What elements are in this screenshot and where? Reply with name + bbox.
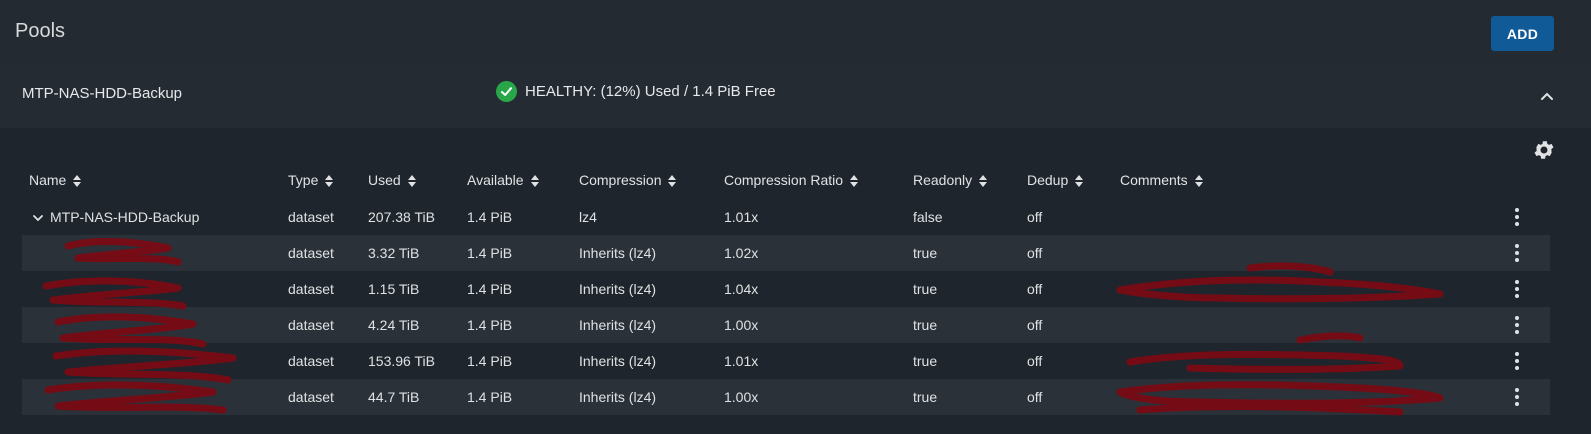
cell-compression-ratio: 1.00x <box>724 389 759 405</box>
cell-compression: lz4 <box>579 209 597 225</box>
table-row[interactable]: dataset 153.96 TiB 1.4 PiB Inherits (lz4… <box>22 343 1550 379</box>
cell-used: 1.15 TiB <box>368 281 420 297</box>
cell-available: 1.4 PiB <box>467 317 513 333</box>
cell-used: 44.7 TiB <box>368 389 420 405</box>
pool-status-text: HEALTHY: (12%) Used / 1.4 PiB Free <box>525 83 776 100</box>
sort-icon <box>407 174 416 187</box>
cell-dedup: off <box>1027 281 1043 297</box>
cell-compression: Inherits (lz4) <box>579 317 657 333</box>
cell-used: 4.24 TiB <box>368 317 420 333</box>
cell-compression-ratio: 1.04x <box>724 281 759 297</box>
table-row[interactable]: dataset 1.15 TiB 1.4 PiB Inherits (lz4) … <box>22 271 1550 307</box>
sort-icon <box>73 174 82 187</box>
chevron-down-icon[interactable] <box>32 211 44 223</box>
cell-readonly: true <box>913 317 938 333</box>
column-header-type[interactable]: Type <box>288 172 334 188</box>
gear-icon[interactable] <box>1532 138 1556 162</box>
column-header-available[interactable]: Available <box>467 172 539 188</box>
sort-icon <box>850 174 859 187</box>
cell-used: 153.96 TiB <box>368 353 435 369</box>
more-vert-icon[interactable] <box>1512 387 1522 407</box>
dataset-table: Name Type Used Available Compression Com… <box>0 128 1591 434</box>
cell-used: 3.32 TiB <box>368 245 420 261</box>
page-title: Pools <box>15 20 66 42</box>
sort-icon <box>1194 174 1203 187</box>
cell-compression: Inherits (lz4) <box>579 281 657 297</box>
more-vert-icon[interactable] <box>1512 315 1522 335</box>
pool-status: HEALTHY: (12%) Used / 1.4 PiB Free <box>496 81 776 102</box>
more-vert-icon[interactable] <box>1512 243 1522 263</box>
column-header-used[interactable]: Used <box>368 172 416 188</box>
cell-available: 1.4 PiB <box>467 281 513 297</box>
table-row[interactable]: dataset 3.32 TiB 1.4 PiB Inherits (lz4) … <box>22 235 1550 271</box>
cell-readonly: true <box>913 389 938 405</box>
page-header: Pools ADD <box>0 0 1591 67</box>
cell-compression-ratio: 1.01x <box>724 209 759 225</box>
table-header: Name Type Used Available Compression Com… <box>22 164 1550 200</box>
cell-compression-ratio: 1.01x <box>724 353 759 369</box>
cell-name: MTP-NAS-HDD-Backup <box>50 209 200 225</box>
sort-icon <box>530 174 539 187</box>
cell-compression-ratio: 1.00x <box>724 317 759 333</box>
chevron-up-icon[interactable] <box>1537 86 1557 106</box>
cell-readonly: false <box>913 209 943 225</box>
cell-type: dataset <box>288 281 334 297</box>
cell-type: dataset <box>288 353 334 369</box>
table-row[interactable]: MTP-NAS-HDD-Backup dataset 207.38 TiB 1.… <box>22 199 1550 235</box>
more-vert-icon[interactable] <box>1512 207 1522 227</box>
column-header-compression-ratio[interactable]: Compression Ratio <box>724 172 859 188</box>
cell-type: dataset <box>288 389 334 405</box>
sort-icon <box>325 174 334 187</box>
check-circle-icon <box>496 81 517 102</box>
pool-name: MTP-NAS-HDD-Backup <box>22 85 183 102</box>
cell-compression: Inherits (lz4) <box>579 353 657 369</box>
table-row[interactable]: dataset 44.7 TiB 1.4 PiB Inherits (lz4) … <box>22 379 1550 415</box>
add-button[interactable]: ADD <box>1491 16 1554 51</box>
column-header-compression[interactable]: Compression <box>579 172 677 188</box>
cell-readonly: true <box>913 245 938 261</box>
sort-icon <box>1075 174 1084 187</box>
cell-available: 1.4 PiB <box>467 245 513 261</box>
cell-type: dataset <box>288 245 334 261</box>
column-header-dedup[interactable]: Dedup <box>1027 172 1084 188</box>
column-header-name[interactable]: Name <box>29 172 82 188</box>
column-header-comments[interactable]: Comments <box>1120 172 1203 188</box>
cell-type: dataset <box>288 209 334 225</box>
cell-used: 207.38 TiB <box>368 209 435 225</box>
more-vert-icon[interactable] <box>1512 351 1522 371</box>
pool-header[interactable]: MTP-NAS-HDD-Backup HEALTHY: (12%) Used /… <box>0 66 1591 128</box>
table-row[interactable]: dataset 4.24 TiB 1.4 PiB Inherits (lz4) … <box>22 307 1550 343</box>
column-header-readonly[interactable]: Readonly <box>913 172 988 188</box>
sort-icon <box>668 174 677 187</box>
cell-dedup: off <box>1027 317 1043 333</box>
cell-dedup: off <box>1027 353 1043 369</box>
sort-icon <box>979 174 988 187</box>
cell-available: 1.4 PiB <box>467 389 513 405</box>
cell-readonly: true <box>913 281 938 297</box>
cell-dedup: off <box>1027 209 1043 225</box>
cell-dedup: off <box>1027 245 1043 261</box>
cell-available: 1.4 PiB <box>467 209 513 225</box>
cell-dedup: off <box>1027 389 1043 405</box>
cell-compression-ratio: 1.02x <box>724 245 759 261</box>
more-vert-icon[interactable] <box>1512 279 1522 299</box>
cell-compression: Inherits (lz4) <box>579 245 657 261</box>
cell-type: dataset <box>288 317 334 333</box>
cell-available: 1.4 PiB <box>467 353 513 369</box>
cell-readonly: true <box>913 353 938 369</box>
cell-compression: Inherits (lz4) <box>579 389 657 405</box>
